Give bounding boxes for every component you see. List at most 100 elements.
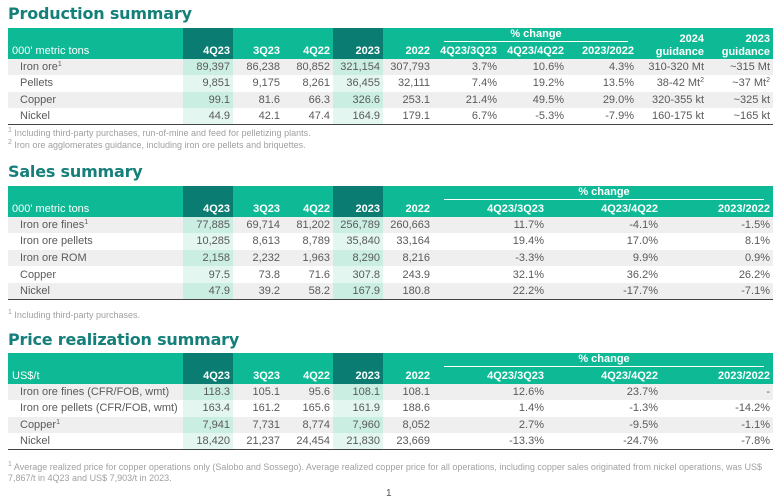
table-row: Iron ore fines1 77,885 69,714 81,202 256,789… (8, 216, 774, 234)
cell-value: 26.2% (661, 266, 774, 283)
guidance-value: 38-42 Mt2 (637, 75, 708, 92)
sales-summary-title: Sales summary (8, 162, 143, 181)
cell-value: 108.1 (383, 383, 433, 401)
cell-value: 0.9% (661, 249, 774, 267)
col-header: 4Q23/4Q22 (547, 367, 661, 384)
cell-value: 66.3 (283, 91, 333, 109)
cell-value: 49.5% (500, 91, 567, 109)
sales-footnote-1: 1 Including third-party purchases. (8, 309, 140, 320)
col-header: 2023 (333, 353, 383, 384)
cell-value: 9.9% (547, 249, 661, 267)
cell-value: 73.8 (233, 266, 283, 283)
sales-table: 000' metric tons 4Q23 3Q23 4Q22 2023 202… (8, 186, 774, 301)
col-header: 4Q22 (283, 353, 333, 384)
table-row: Iron ore fines (CFR/FOB, wmt) 118.3 105.1 9… (8, 383, 774, 401)
cell-value: 2,232 (233, 249, 283, 267)
cell-value: 6.7% (433, 108, 500, 126)
row-label: Iron ore pellets (8, 233, 183, 250)
price-table: US$/t 4Q23 3Q23 4Q22 2023 2022 % change … (8, 353, 774, 451)
cell-value: 21.4% (433, 91, 500, 109)
cell-value: -24.7% (547, 433, 661, 451)
cell-value: 99.1 (183, 91, 233, 109)
table-row: Iron ore1 89,397 86,238 80,852 321,154 307,79… (8, 58, 774, 76)
col-header: 4Q23/4Q22 (547, 200, 661, 217)
cell-value: 260,663 (383, 216, 433, 234)
col-header: 2023 (333, 186, 383, 217)
cell-value: -9.5% (547, 416, 661, 434)
production-footnote-1: 1 Including third-party purchases, run-o… (8, 127, 311, 138)
cell-value: 7,960 (333, 416, 383, 434)
cell-value: 19.2% (500, 75, 567, 92)
cell-value: 97.5 (183, 266, 233, 283)
col-header: 4Q23/3Q23 (433, 367, 547, 384)
cell-value: 118.3 (183, 383, 233, 401)
table-row: Nickel 18,420 21,237 24,454 21,830 23,669 -13.… (8, 433, 774, 451)
cell-value: -1.1% (661, 416, 774, 434)
cell-value: 69,714 (233, 216, 283, 234)
cell-value: 17.0% (547, 233, 661, 250)
production-summary-title: Production summary (8, 4, 192, 23)
cell-value: 8,774 (283, 416, 333, 434)
row-label: Iron ore ROM (8, 249, 183, 267)
cell-value: 179.1 (383, 108, 433, 126)
cell-value: 180.8 (383, 282, 433, 301)
guidance-2023-header: 2023 guidance (707, 28, 774, 59)
cell-value: 8,789 (283, 233, 333, 250)
cell-value: 18,420 (183, 433, 233, 451)
cell-value: 36.2% (547, 266, 661, 283)
cell-value: 47.4 (283, 108, 333, 126)
cell-value: 80,852 (283, 58, 333, 76)
cell-value: 95.6 (283, 383, 333, 401)
cell-value: 33,164 (383, 233, 433, 250)
cell-value: 86,238 (233, 58, 283, 76)
table-row: Iron ore ROM 2,158 2,232 1,963 8,290 8,216 -3.… (8, 249, 774, 267)
cell-value: 23.7% (547, 383, 661, 401)
row-label: Nickel (8, 108, 183, 126)
guidance-value: ~37 Mt2 (707, 75, 774, 92)
cell-value: 165.6 (283, 400, 333, 417)
cell-value: 9,851 (183, 75, 233, 92)
col-header: 4Q23 (183, 353, 233, 384)
table-row: Copper 97.5 73.8 71.6 307.8 243.9 32.1% 36.2% 26… (8, 266, 774, 283)
cell-value: 35,840 (333, 233, 383, 250)
col-header: 4Q22 (283, 186, 333, 217)
cell-value: -5.3% (500, 108, 567, 126)
row-label: Copper1 (8, 416, 183, 434)
cell-value: 253.1 (383, 91, 433, 109)
cell-value: 8,613 (233, 233, 283, 250)
cell-value: 307,793 (383, 58, 433, 76)
cell-value: 9,175 (233, 75, 283, 92)
cell-value: -1.5% (661, 216, 774, 234)
col-header: 2023/2022 (661, 367, 774, 384)
cell-value: 24,454 (283, 433, 333, 451)
row-label: Nickel (8, 282, 183, 301)
cell-value: 36,455 (333, 75, 383, 92)
cell-value: 164.9 (333, 108, 383, 126)
cell-value: 321,154 (333, 58, 383, 76)
cell-value: 1,963 (283, 249, 333, 267)
cell-value: 161.9 (333, 400, 383, 417)
col-header: 2023 (333, 28, 383, 59)
col-header: 4Q23/3Q23 (433, 200, 547, 217)
cell-value: 8.1% (661, 233, 774, 250)
table-row: Copper1 7,941 7,731 8,774 7,960 8,052 2.7% -9.5… (8, 416, 774, 434)
cell-value: -7.1% (661, 282, 774, 301)
cell-value: 13.5% (567, 75, 638, 92)
cell-value: 4.3% (567, 58, 638, 76)
col-header: 3Q23 (233, 186, 283, 217)
cell-value: 2.7% (433, 416, 547, 434)
production-table: 000' metric tons 4Q23 3Q23 4Q22 2023 202… (8, 28, 774, 126)
cell-value: 326.6 (333, 91, 383, 109)
price-footnote-1: 1 Average realized price for copper oper… (8, 461, 763, 483)
col-header: 4Q22 (283, 28, 333, 59)
col-header: 2023/2022 (661, 200, 774, 217)
cell-value: 8,290 (333, 249, 383, 267)
cell-value: 8,261 (283, 75, 333, 92)
cell-value: 19.4% (433, 233, 547, 250)
cell-value: -1.3% (547, 400, 661, 417)
cell-value: -7.9% (567, 108, 638, 126)
cell-value: 21,830 (333, 433, 383, 451)
guidance-value: ~315 Mt (707, 58, 774, 76)
cell-value: 3.7% (433, 58, 500, 76)
guidance-value: ~165 kt (707, 108, 774, 126)
